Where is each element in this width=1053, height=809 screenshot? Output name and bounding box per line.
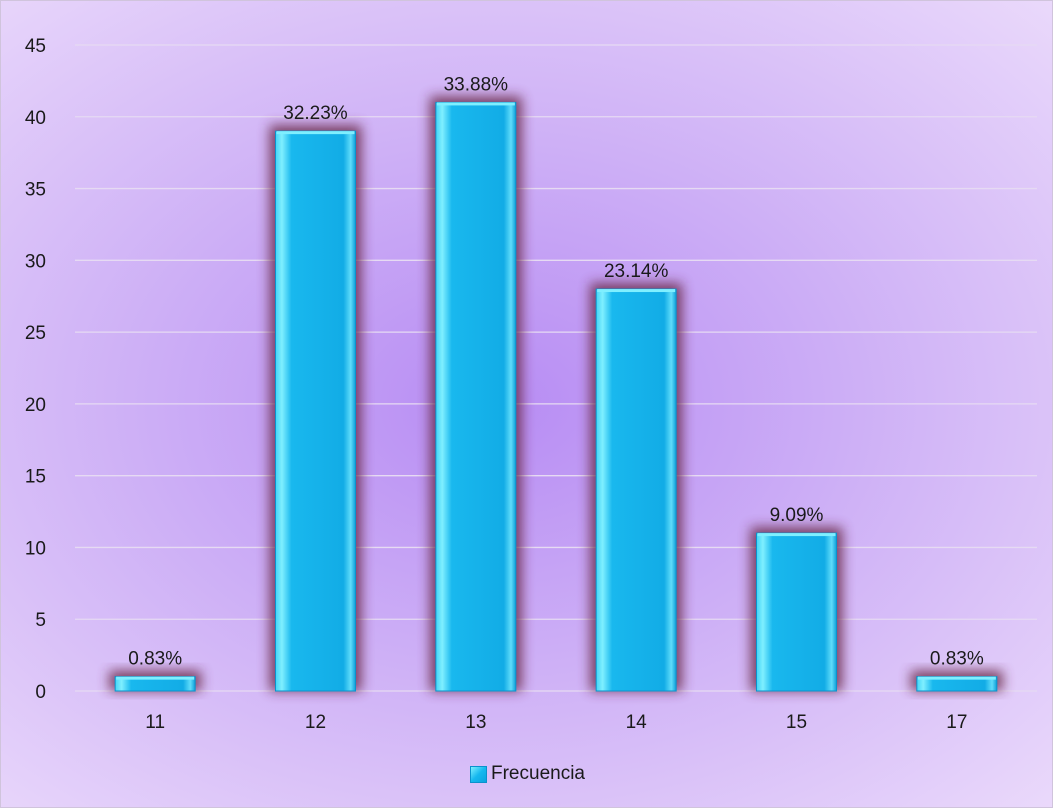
gridlines <box>75 44 1037 692</box>
bar <box>595 288 677 692</box>
data-label: 23.14% <box>604 261 669 282</box>
bar-top-highlight <box>917 676 996 680</box>
y-tick-label: 25 <box>25 323 46 344</box>
data-label: 0.83% <box>930 649 984 670</box>
x-tick-label: 15 <box>786 712 807 733</box>
bar-top-highlight <box>597 289 676 293</box>
x-tick-label: 11 <box>145 712 165 733</box>
y-axis-ticks: 0 5 10 15 20 25 30 35 40 45 <box>25 36 46 703</box>
data-label: 33.88% <box>444 74 509 95</box>
y-tick-label: 40 <box>25 108 46 129</box>
bar <box>756 532 837 692</box>
bar <box>275 130 356 692</box>
legend-label: Frecuencia <box>491 763 585 784</box>
data-label: 32.23% <box>283 103 348 124</box>
x-tick-label: 14 <box>626 712 648 733</box>
x-tick-label: 17 <box>946 712 967 733</box>
y-tick-label: 5 <box>35 610 46 631</box>
bar-top-highlight <box>116 676 195 680</box>
bar-top-highlight <box>757 533 836 537</box>
bar <box>435 101 517 692</box>
bar-top-highlight <box>436 102 515 106</box>
legend-swatch <box>470 765 487 783</box>
bars: 0.83% 32.23% 33.88% 23.14% 9.09% 0.83% <box>109 74 1003 692</box>
bar-top-highlight <box>276 131 355 135</box>
data-label: 0.83% <box>128 649 182 670</box>
y-tick-label: 10 <box>25 538 46 559</box>
data-label: 9.09% <box>770 505 824 526</box>
y-tick-label: 15 <box>25 467 46 488</box>
legend: Frecuencia <box>1 763 1053 785</box>
y-tick-label: 30 <box>25 251 46 272</box>
y-tick-label: 0 <box>35 682 46 703</box>
y-tick-label: 20 <box>25 395 46 416</box>
y-tick-label: 35 <box>25 180 46 201</box>
y-tick-label: 45 <box>25 36 46 57</box>
x-axis-ticks: 11 12 13 14 15 17 <box>145 712 967 733</box>
x-tick-label: 12 <box>305 712 326 733</box>
x-tick-label: 13 <box>465 712 486 733</box>
